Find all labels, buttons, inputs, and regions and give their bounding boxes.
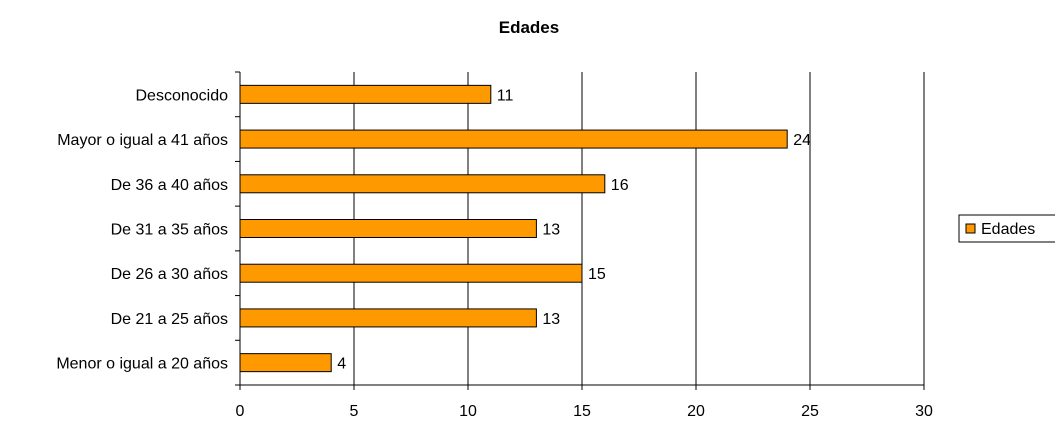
bar	[239, 219, 537, 238]
data-label: 15	[588, 266, 606, 283]
legend: Edades	[958, 214, 1055, 243]
bar	[239, 129, 788, 149]
x-tick-label: 0	[236, 403, 245, 420]
x-tick-label: 10	[459, 403, 477, 420]
x-tick-label: 5	[350, 403, 359, 420]
category-label: Mayor o igual a 41 años	[57, 132, 228, 149]
chart-title: Edades	[499, 18, 559, 37]
x-tick-label: 30	[915, 403, 933, 420]
data-label: 11	[497, 87, 514, 104]
axes	[235, 71, 925, 390]
bar	[239, 174, 606, 194]
data-label: 24	[793, 132, 811, 149]
legend-label: Edades	[981, 221, 1035, 238]
x-tick-label: 25	[801, 403, 819, 420]
x-tick-label: 15	[573, 403, 591, 420]
category-label: De 36 a 40 años	[111, 177, 228, 194]
category-label: Desconocido	[136, 87, 229, 104]
data-label: 4	[337, 356, 346, 373]
data-label: 13	[542, 222, 560, 239]
data-label: 13	[542, 311, 560, 328]
bar	[239, 84, 492, 104]
category-label: Menor o igual a 20 años	[56, 356, 228, 373]
category-label: De 21 a 25 años	[111, 311, 228, 328]
category-label: De 26 a 30 años	[111, 266, 228, 283]
bar	[239, 263, 583, 283]
legend-swatch	[965, 223, 976, 234]
bar	[239, 308, 537, 328]
labels: 0 5 10 15 20 25 30 Desconocido 11 Mayor o igual a…	[56, 87, 933, 420]
bar	[239, 353, 332, 373]
data-label: 16	[611, 177, 629, 194]
category-label: De 31 a 35 años	[111, 222, 228, 239]
gridlines	[353, 72, 925, 385]
x-tick-label: 20	[687, 403, 705, 420]
bars	[239, 84, 788, 373]
